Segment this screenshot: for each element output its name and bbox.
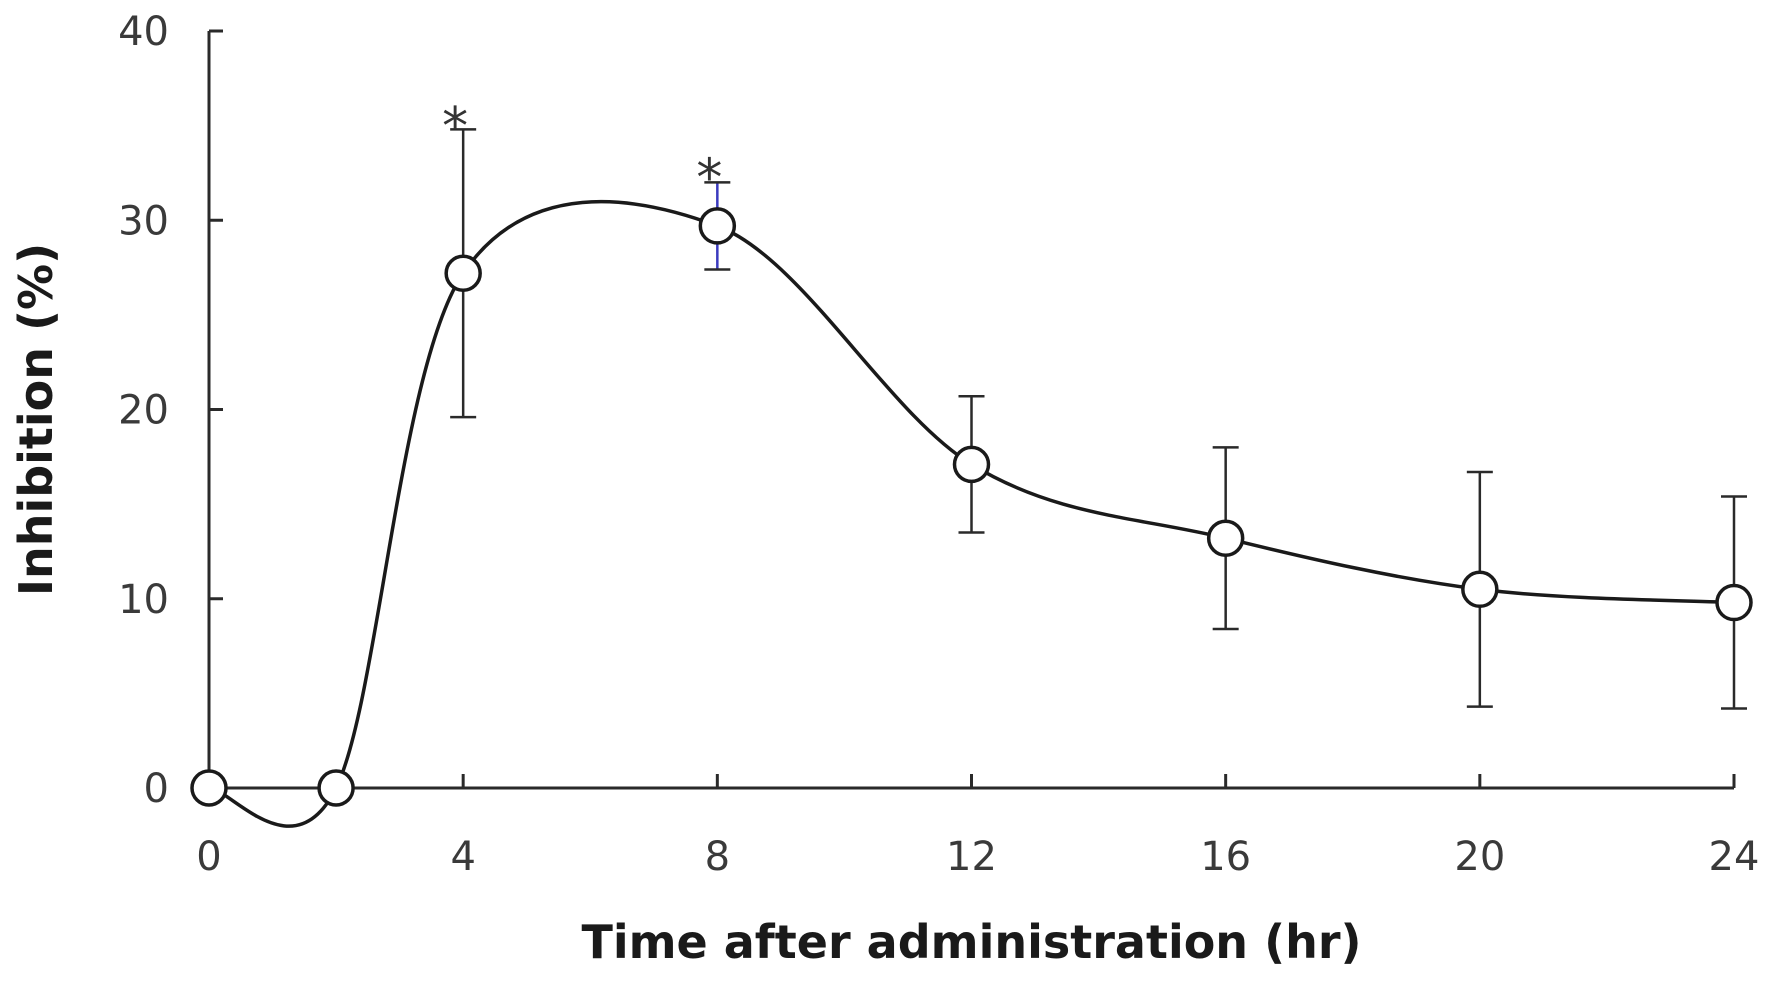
y-tick-label: 30 (118, 198, 169, 244)
data-point-marker (1206, 519, 1245, 557)
y-axis-title: Inhibition (%) (9, 243, 63, 596)
data-point-marker (190, 769, 228, 807)
data-point-marker (1461, 570, 1499, 609)
x-axis-title: Time after administration (hr) (581, 915, 1361, 969)
annotations: ** (442, 97, 722, 208)
x-tick-label: 4 (450, 834, 475, 880)
error-bars (450, 128, 1747, 710)
y-tick-label: 10 (118, 577, 169, 623)
x-tick-label: 12 (946, 834, 997, 880)
x-tick-labels: 0 4 8 12 16 20 24 (196, 834, 1759, 880)
y-tick-label: 0 (144, 766, 169, 812)
y-tick-label: 20 (118, 388, 169, 434)
x-tick-label: 0 (196, 834, 221, 880)
data-point-marker (952, 445, 991, 484)
significance-asterisk: * (442, 97, 468, 157)
x-tick-label: 24 (1709, 834, 1760, 880)
series-line (208, 199, 1735, 828)
axes (207, 29, 1736, 790)
data-markers (190, 207, 1753, 807)
x-tick-label: 20 (1454, 834, 1505, 880)
data-point-marker (698, 207, 737, 245)
data-point-marker (1715, 583, 1753, 622)
x-tick-label: 16 (1200, 834, 1251, 880)
x-tick-label: 8 (705, 834, 730, 880)
significance-asterisk: * (696, 148, 722, 208)
data-point-marker (444, 254, 482, 292)
y-tick-labels: 0 10 20 30 40 (118, 9, 169, 812)
y-tick-label: 40 (118, 9, 169, 55)
data-point-marker (317, 769, 355, 807)
